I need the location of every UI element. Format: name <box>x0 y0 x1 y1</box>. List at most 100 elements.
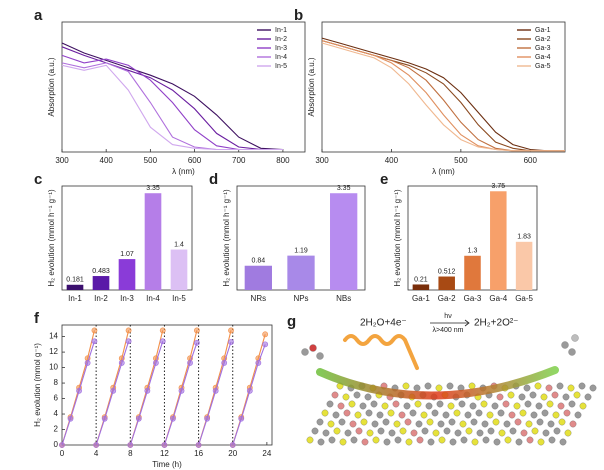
atom <box>333 427 341 435</box>
atom <box>413 384 421 392</box>
atom <box>348 400 356 408</box>
x-tick-label: 300 <box>315 156 329 165</box>
atom <box>353 391 361 399</box>
y-tick-label: 8 <box>54 378 59 387</box>
atom <box>530 411 538 419</box>
chart: e H₂ evolution (mmol h⁻¹ g⁻¹) 0.21 Ga-1 0.51… <box>380 171 538 303</box>
panel-letter: g <box>287 313 296 330</box>
bar <box>490 191 507 290</box>
atom <box>589 384 597 392</box>
atom <box>442 411 450 419</box>
atom <box>398 411 406 419</box>
point <box>187 360 193 366</box>
atom <box>526 436 534 444</box>
atom <box>392 400 400 408</box>
atom <box>317 438 325 446</box>
atom <box>361 438 369 446</box>
y-axis-label: H₂ evolution (mmol h⁻¹ g⁻¹) <box>47 189 56 287</box>
bar <box>144 193 162 290</box>
legend-label: Ga-4 <box>535 54 551 61</box>
atom <box>584 393 592 401</box>
atom <box>410 429 418 437</box>
atom <box>415 420 423 428</box>
atom <box>567 384 575 392</box>
bar <box>170 249 188 290</box>
atom <box>503 420 511 428</box>
atom <box>306 436 314 444</box>
atom <box>556 382 564 390</box>
x-tick-label: Ga-4 <box>489 294 507 303</box>
atom <box>327 420 335 428</box>
atom <box>545 384 553 392</box>
x-tick-label: 800 <box>276 156 290 165</box>
atom <box>574 411 582 419</box>
legend-label: In-2 <box>275 36 287 43</box>
legend-label: In-3 <box>275 45 287 52</box>
atom <box>460 436 468 444</box>
atom <box>547 420 555 428</box>
atom <box>468 382 476 390</box>
atom <box>464 411 472 419</box>
value-label: 0.181 <box>66 277 84 284</box>
atom <box>370 400 378 408</box>
atom <box>486 411 494 419</box>
atom <box>388 429 396 437</box>
atom <box>338 418 346 426</box>
point <box>84 360 91 366</box>
panel-letter: d <box>209 171 218 188</box>
bar <box>66 284 84 290</box>
atom <box>446 382 454 390</box>
point <box>262 341 269 348</box>
point <box>262 331 269 338</box>
atom <box>492 418 500 426</box>
x-tick-label: 24 <box>262 449 271 458</box>
atom <box>513 402 521 410</box>
atom <box>493 438 501 446</box>
atom <box>405 438 413 446</box>
atom <box>337 402 345 410</box>
x-tick-label: NBs <box>336 294 351 303</box>
x-axis-label: λ (nm) <box>432 167 455 176</box>
atom <box>365 409 373 417</box>
atom <box>372 436 380 444</box>
point <box>59 442 65 448</box>
light: hν <box>444 313 452 320</box>
atom <box>376 411 384 419</box>
series-line <box>61 62 283 151</box>
atom <box>322 429 330 437</box>
chart: a Absorption (a.u.) 300 400 500 600 700 800 λ (n… <box>34 7 306 176</box>
atom <box>514 418 522 426</box>
point <box>221 360 228 366</box>
atom <box>523 384 531 392</box>
value-label: 0.21 <box>414 276 428 283</box>
point <box>127 442 134 448</box>
point <box>153 360 159 366</box>
y-axis-label: H₂ evolution (mmol h⁻¹ g⁻¹) <box>222 189 231 287</box>
legend-label: Ga-1 <box>535 27 551 34</box>
panel-letter: f <box>34 310 40 327</box>
atom <box>431 409 439 417</box>
reaction-arrowhead <box>464 319 470 327</box>
series-line <box>321 37 565 152</box>
atom <box>328 436 336 444</box>
point <box>238 415 245 422</box>
point <box>193 339 200 346</box>
atom <box>458 400 466 408</box>
value-label: 1.19 <box>294 247 308 254</box>
atom <box>497 409 505 417</box>
atom <box>403 402 411 410</box>
reactant: 2H₂O+4e⁻ <box>360 318 407 329</box>
x-tick-label: 600 <box>188 156 202 165</box>
atom <box>487 427 495 435</box>
panel-letter: a <box>34 7 43 24</box>
point <box>67 415 74 422</box>
molecule-atom <box>561 341 569 349</box>
point <box>91 327 98 334</box>
atom <box>537 438 545 446</box>
molecule-atom <box>316 352 324 360</box>
atom <box>531 427 539 435</box>
atom <box>520 429 528 437</box>
atom <box>578 382 586 390</box>
atom <box>321 409 329 417</box>
atom <box>426 418 434 426</box>
